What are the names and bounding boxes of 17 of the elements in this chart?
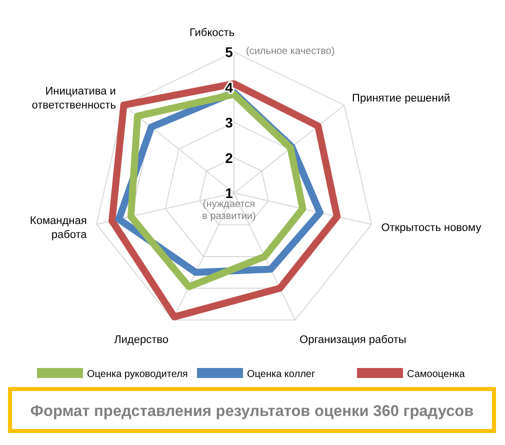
y-tick-label: 2 <box>225 150 234 166</box>
legend-label: Самооценка <box>407 369 466 380</box>
text: (нуждается в развитии) <box>202 199 256 222</box>
legend-label: Оценка руководителя <box>87 369 188 380</box>
spoke-label: Открытость новому <box>381 222 482 234</box>
spoke-label: Гибкость <box>189 27 235 39</box>
text: Формат представления результатов оценки 360 градусов <box>30 403 474 420</box>
spoke-label: Принятие решений <box>352 92 450 105</box>
y-tick-label: 1 <box>225 185 234 201</box>
legend-label: Оценка коллег <box>247 369 316 380</box>
spoke-label: Организация работы <box>300 334 406 346</box>
text: (сильное качество) <box>246 46 335 57</box>
spoke-label: Инициатива и ответственность <box>32 86 116 112</box>
spoke-label: Командная работа <box>30 215 88 242</box>
spoke-label: Лидерство <box>114 334 168 346</box>
y-tick-label: 3 <box>225 114 234 130</box>
y-tick-label: 5 <box>225 44 234 60</box>
